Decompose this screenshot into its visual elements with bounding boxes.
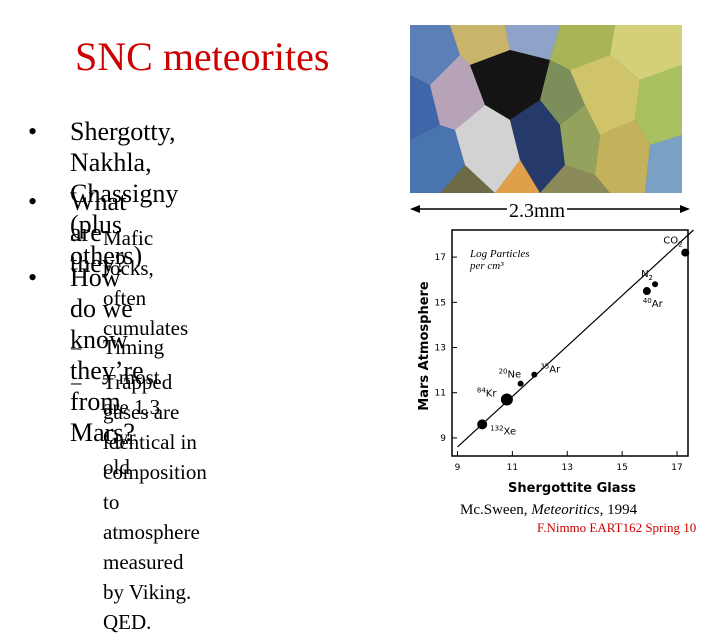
bullet-symbol: • — [28, 187, 38, 216]
point-label: 84Kr — [477, 387, 497, 400]
y-axis-label: Mars Atmosphere — [417, 281, 432, 411]
dash-symbol: – — [71, 226, 82, 250]
bullet-2-line-1: What are they? — [70, 187, 127, 278]
scale-bar-label: 2.3mm — [507, 200, 568, 223]
subbullet-3-line-2: composition to atmosphere — [103, 460, 207, 544]
bullet-2: • What are they? — [28, 186, 127, 279]
data-point — [681, 248, 690, 257]
chart-annotation-line-1: Log Particles — [469, 248, 530, 260]
bullet-symbol: • — [28, 263, 38, 292]
citation-year: , 1994 — [599, 502, 638, 518]
point-label: CO2 — [663, 236, 682, 249]
data-point — [652, 281, 659, 288]
citation-author: Mc.Sween, — [460, 502, 532, 518]
data-point — [517, 380, 524, 387]
footer-credit: F.Nimmo EART162 Spring 10 — [537, 520, 697, 535]
bullet-1-line-2: Chassigny (plus others) — [70, 179, 179, 270]
citation-journal: Meteoritics — [531, 502, 600, 518]
x-tick-label: 11 — [507, 463, 518, 473]
subbullet-3-line-3: measured by Viking. QED. — [103, 550, 192, 634]
bullet-3: • How do we know they’re from Mars? — [28, 262, 144, 448]
point-label: 20Ne — [499, 368, 522, 381]
chart-annotation-line-2: per cm³ — [469, 260, 504, 272]
bullet-symbol: • — [28, 117, 38, 146]
plot-frame — [451, 229, 689, 457]
subbullet-1: – Mafic rocks, often cumulates — [71, 223, 189, 343]
y-tick-label: 9 — [440, 434, 446, 444]
citation: Mc.Sween, Meteoritics, 1994 — [460, 502, 637, 519]
point-label: 35Ar — [540, 363, 561, 376]
dash-symbol: – — [71, 370, 82, 394]
slide-title: SNC meteorites — [75, 34, 330, 79]
meteorite-thin-section-photo — [410, 25, 682, 193]
x-tick-label: 17 — [671, 463, 682, 473]
point-label: 132Xe — [490, 424, 516, 437]
gas-composition-chart: 9 11 13 15 17 9 11 13 15 17 CO2 N2 40Ar 35Ar 20Ne84Kr… — [417, 229, 694, 496]
x-tick-label: 9 — [455, 463, 461, 473]
subbullet-3-line-1: Trapped gases are identical in — [103, 370, 197, 454]
bullet-3-line-2: from Mars? — [70, 387, 135, 447]
equality-line — [457, 229, 694, 448]
data-point — [642, 287, 651, 296]
point-label: 40Ar — [643, 297, 664, 310]
x-tick-label: 15 — [616, 463, 627, 473]
data-point — [531, 371, 538, 378]
bullet-1: • Shergotty, Nakhla, Chassigny (plus oth… — [28, 116, 179, 271]
subbullet-1-line-1: Mafic rocks, often cumulates — [103, 226, 189, 340]
point-label: N2 — [641, 269, 653, 282]
y-tick-label: 11 — [435, 389, 446, 399]
x-tick-label: 13 — [562, 463, 573, 473]
bullet-1-line-1: Shergotty, Nakhla, — [70, 117, 176, 177]
data-point — [477, 419, 488, 430]
data-point — [500, 393, 513, 406]
dash-symbol: – — [71, 335, 82, 359]
y-tick-label: 15 — [435, 298, 446, 308]
y-tick-label: 13 — [435, 344, 446, 354]
subbullet-2: – Timing – most are 1.3 Gyr old — [71, 332, 165, 482]
x-axis-label: Shergottite Glass — [508, 481, 636, 496]
y-tick-label: 17 — [435, 253, 446, 263]
subbullet-3: – Trapped gases are identical in composi… — [71, 367, 207, 637]
subbullet-2-line-1: Timing – most are 1.3 Gyr old — [103, 335, 165, 479]
bullet-3-line-1: How do we know they’re — [70, 263, 144, 385]
